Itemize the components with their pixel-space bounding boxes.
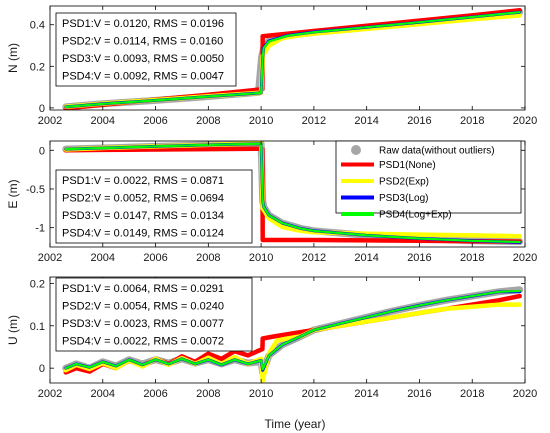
series-group <box>62 7 524 110</box>
legend-label: PSD2(Exp) <box>379 177 429 188</box>
y-axis-label-e: E (m) <box>6 179 20 208</box>
y-tick-label: 0.1 <box>30 321 45 333</box>
stats-box-e: PSD1:V = 0.0022, RMS = 0.0871 PSD2:V = 0.… <box>55 169 253 244</box>
x-tick-label: 2002 <box>38 115 62 127</box>
x-tick-label: 2016 <box>407 115 431 127</box>
x-tick-label: 2014 <box>354 115 378 127</box>
x-tick-label: 2020 <box>513 252 537 264</box>
panel-u: 2002 2004 2006 2008 2010 2012 2014 2016 2018 2020… <box>6 276 537 400</box>
panel-n: 2002 2004 2006 2008 2010 2012 2014 2016 2018 2020… <box>6 5 537 127</box>
x-tick-label: 2010 <box>249 115 273 127</box>
panels: 2002 2004 2006 2008 2010 2012 2014 2016 2018 2020… <box>6 5 537 400</box>
stats-line: PSD1:V = 0.0120, RMS = 0.0196 <box>62 18 224 30</box>
stats-box-u: PSD1:V = 0.0064, RMS = 0.0291 PSD2:V = 0.… <box>55 277 253 352</box>
y-tick-label: 0.2 <box>30 61 45 73</box>
x-tick-label: 2012 <box>302 388 326 400</box>
model-series-u <box>64 289 521 371</box>
x-tick-label: 2006 <box>143 388 167 400</box>
axes-frame <box>49 5 526 111</box>
stats-box-n: PSD1:V = 0.0120, RMS = 0.0196 PSD2:V = 0.… <box>55 12 237 87</box>
x-tick-label: 2012 <box>302 252 326 264</box>
x-tick-label: 2016 <box>407 388 431 400</box>
y-tick-label: 0 <box>39 103 45 115</box>
x-tick-label: 2008 <box>196 115 220 127</box>
x-tick-label: 2004 <box>91 252 115 264</box>
x-tick-label: 2006 <box>143 115 167 127</box>
y-tick-label: 0 <box>39 363 45 375</box>
model-series-e <box>63 146 522 244</box>
x-tick-label: 2012 <box>302 115 326 127</box>
legend-box <box>335 140 522 214</box>
x-tick-label: 2010 <box>249 252 273 264</box>
legend-entry: PSD2(Exp) <box>341 177 429 188</box>
x-tick-label: 2018 <box>460 252 484 264</box>
stats-line: PSD4:V = 0.0149, RMS = 0.0124 <box>62 228 224 240</box>
stats-line: PSD2:V = 0.0052, RMS = 0.0694 <box>62 193 224 205</box>
x-tick-label: 2014 <box>354 252 378 264</box>
y-tick-label: 0.2 <box>30 278 45 290</box>
y-tick-label: -1 <box>35 223 45 235</box>
x-tick-label: 2004 <box>91 388 115 400</box>
legend-entry: PSD4(Log+Exp) <box>341 210 452 221</box>
legend-entry: PSD1(None) <box>341 160 436 171</box>
stats-line: PSD3:V = 0.0093, RMS = 0.0050 <box>62 53 224 65</box>
y-axis-label-n: N (m) <box>6 43 20 73</box>
x-tick-label: 2010 <box>249 388 273 400</box>
series-group <box>62 141 524 246</box>
legend-label: PSD4(Log+Exp) <box>379 210 452 221</box>
legend-marker <box>351 145 361 155</box>
x-tick-label: 2008 <box>196 252 220 264</box>
stats-line: PSD1:V = 0.0022, RMS = 0.0871 <box>62 175 224 187</box>
y-tick-label: 0.4 <box>30 20 45 32</box>
x-axis-label: Time (year) <box>265 417 326 431</box>
legend-label: Raw data(without outliers) <box>379 146 495 157</box>
panel-e: 2002 2004 2006 2008 2010 2012 2014 2016 2018 2020… <box>6 140 537 264</box>
x-tick-label: 2018 <box>460 115 484 127</box>
x-tick-label: 2016 <box>407 252 431 264</box>
x-tick-label: 2020 <box>513 115 537 127</box>
y-tick-label: -0.5 <box>26 184 45 196</box>
stats-line: PSD1:V = 0.0064, RMS = 0.0291 <box>62 283 224 295</box>
stats-line: PSD3:V = 0.0147, RMS = 0.0134 <box>62 210 224 222</box>
axes-frame <box>49 140 526 248</box>
stats-line: PSD4:V = 0.0092, RMS = 0.0047 <box>62 71 224 83</box>
axes-frame <box>49 276 526 384</box>
legend-label: PSD3(Log) <box>379 193 428 204</box>
stats-line: PSD2:V = 0.0054, RMS = 0.0240 <box>62 301 224 313</box>
model-series-n <box>64 11 521 108</box>
x-tick-label: 2006 <box>143 252 167 264</box>
legend-entry: PSD3(Log) <box>341 193 428 204</box>
legend-label: PSD1(None) <box>379 160 436 171</box>
x-tick-label: 2014 <box>354 388 378 400</box>
x-tick-label: 2018 <box>460 388 484 400</box>
legend-entry: Raw data(without outliers) <box>351 145 495 157</box>
x-tick-label: 2004 <box>91 115 115 127</box>
series-group <box>62 286 524 383</box>
x-tick-label: 2020 <box>513 388 537 400</box>
x-tick-label: 2002 <box>38 388 62 400</box>
legend: Raw data(without outliers) PSD1(None) PSD2… <box>335 140 522 221</box>
y-axis-label-u: U (m) <box>6 315 20 345</box>
y-tick-label: 0 <box>39 145 45 157</box>
x-tick-label: 2008 <box>196 388 220 400</box>
stats-line: PSD4:V = 0.0022, RMS = 0.0072 <box>62 336 224 348</box>
x-tick-label: 2002 <box>38 252 62 264</box>
stats-line: PSD2:V = 0.0114, RMS = 0.0160 <box>62 36 223 48</box>
stats-line: PSD3:V = 0.0023, RMS = 0.0077 <box>62 318 224 330</box>
model-series-e <box>64 142 521 244</box>
